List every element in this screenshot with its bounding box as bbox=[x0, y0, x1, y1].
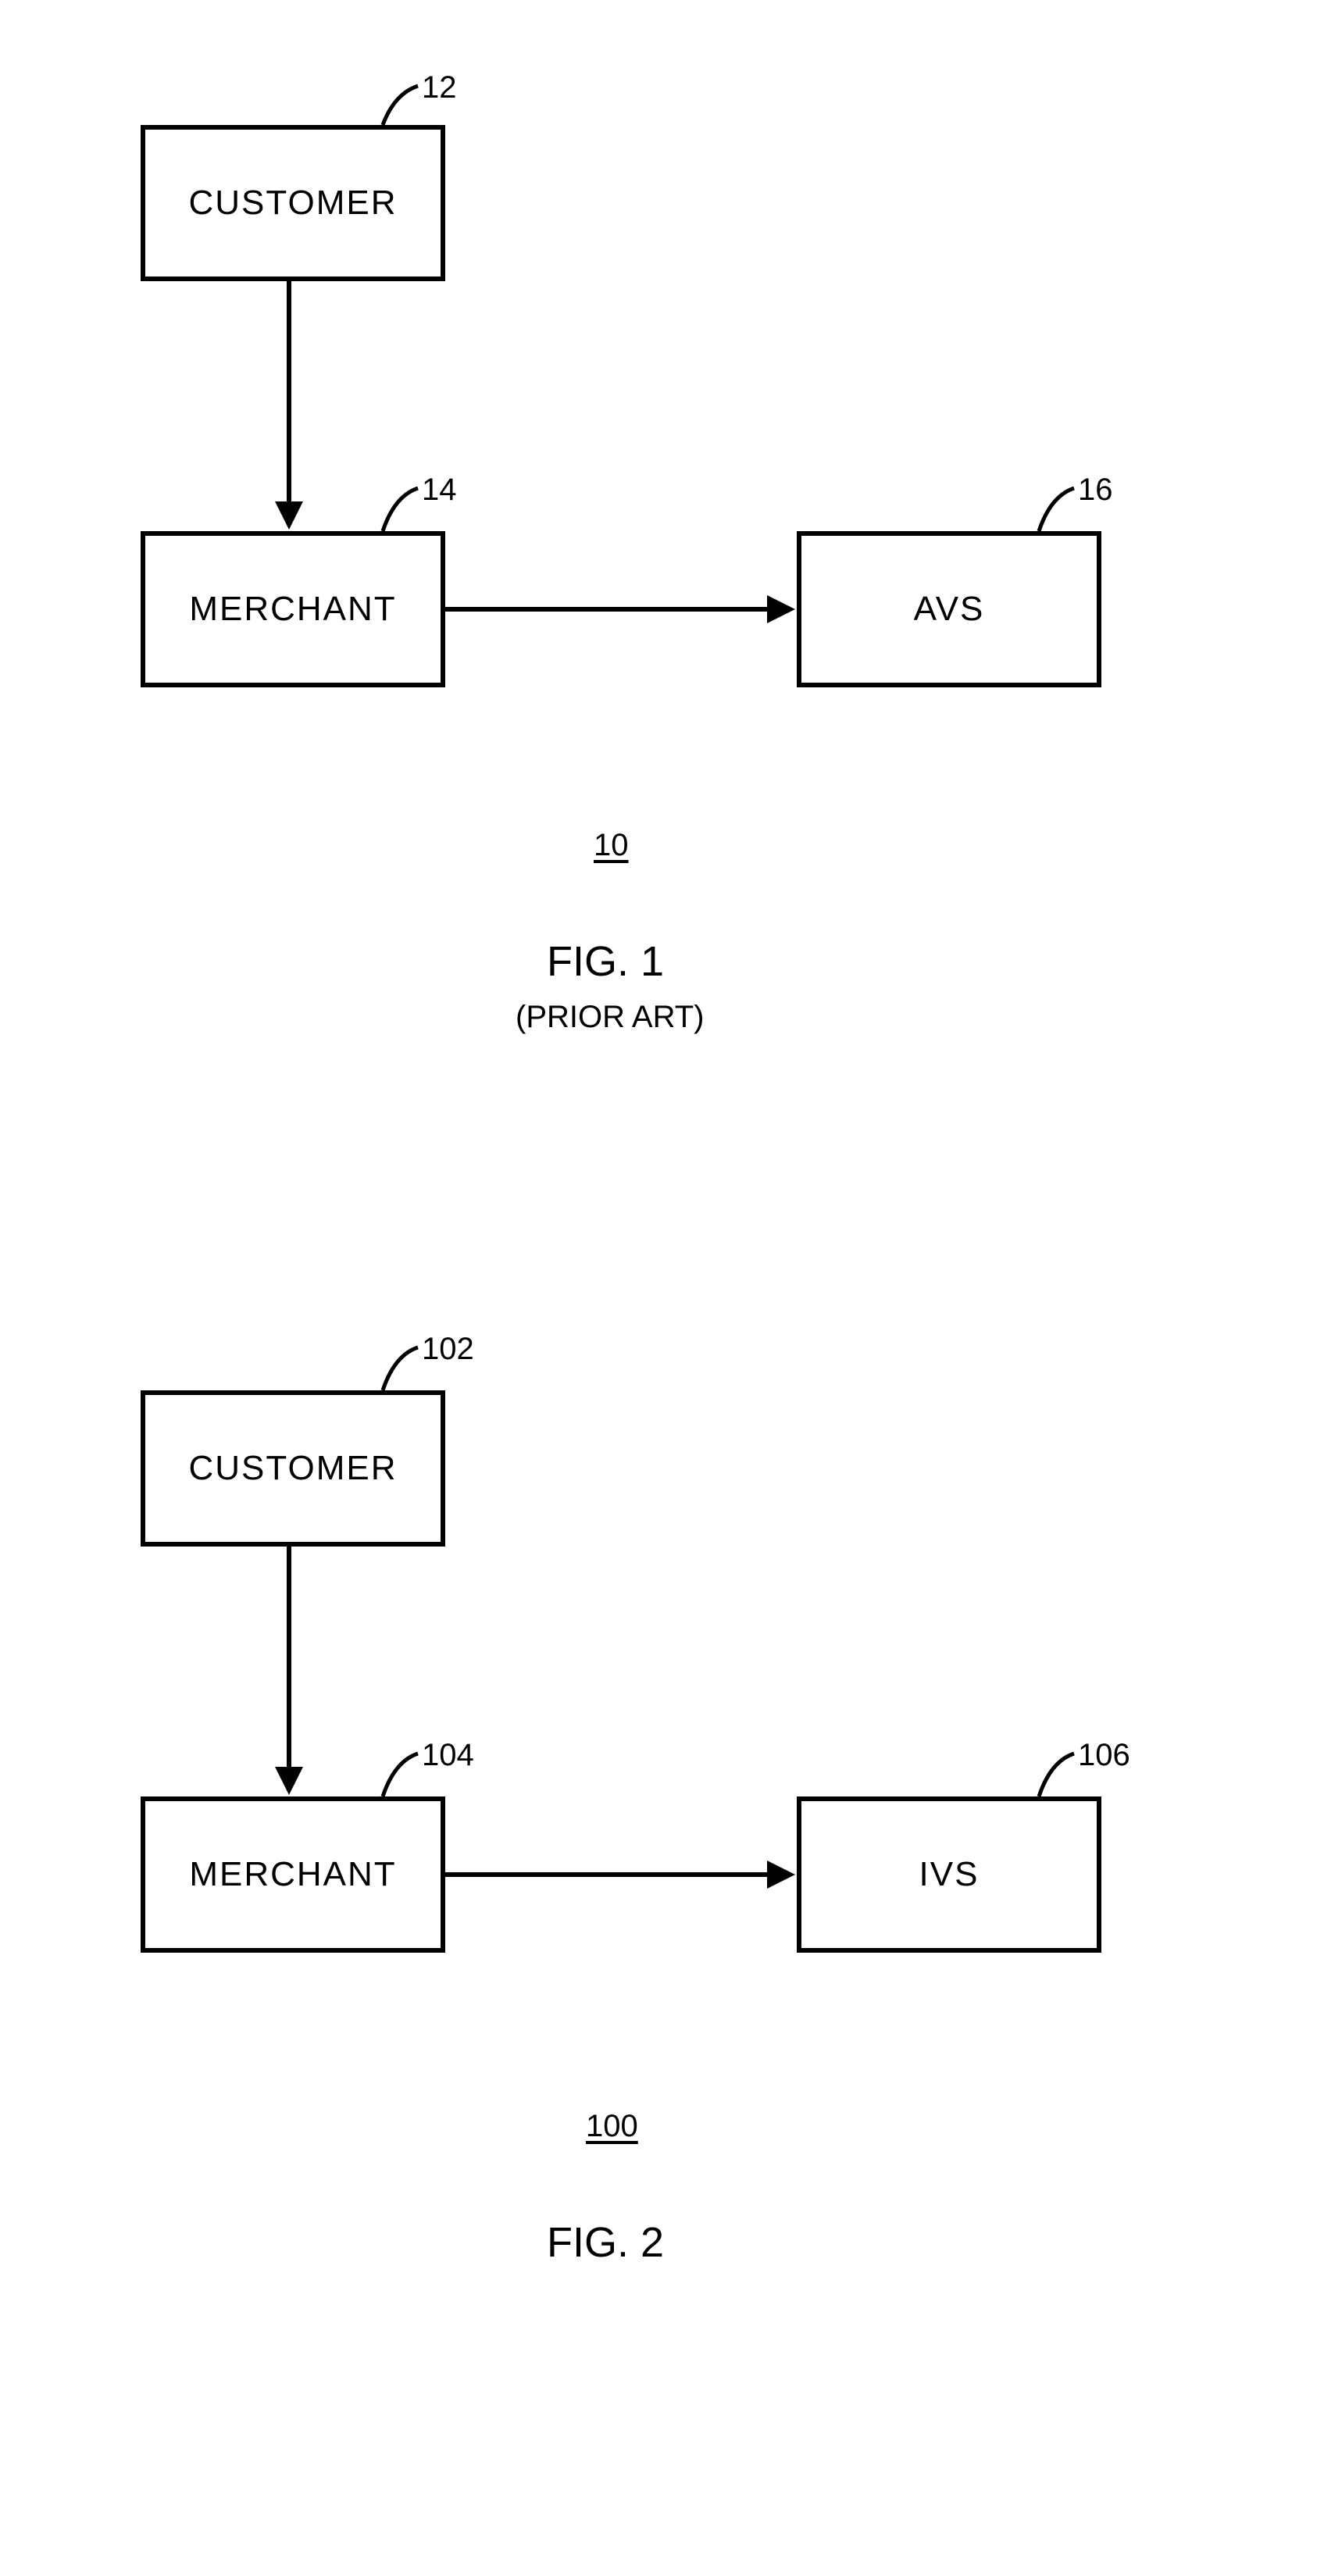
fig2-tick-ivs bbox=[1039, 1754, 1074, 1796]
fig1-label: FIG. 1 bbox=[547, 937, 664, 986]
fig2-tick-customer bbox=[383, 1347, 418, 1390]
fig1-customer-ref: 12 bbox=[422, 70, 457, 105]
fig1-tick-avs bbox=[1039, 488, 1074, 531]
fig1-avs-box: AVS bbox=[797, 531, 1101, 687]
fig2-merchant-box: MERCHANT bbox=[141, 1796, 445, 1953]
fig1-customer-label: CUSTOMER bbox=[189, 184, 398, 223]
fig1-merchant-box: MERCHANT bbox=[141, 531, 445, 687]
fig2-label: FIG. 2 bbox=[547, 2218, 664, 2267]
fig2-ivs-ref: 106 bbox=[1078, 1738, 1130, 1773]
fig1-merchant-ref: 14 bbox=[422, 473, 457, 508]
fig1-avs-label: AVS bbox=[914, 590, 985, 629]
fig2-customer-box: CUSTOMER bbox=[141, 1390, 445, 1547]
fig2-number: 100 bbox=[586, 2109, 638, 2144]
fig2-merchant-label: MERCHANT bbox=[189, 1855, 396, 1894]
fig1-merchant-label: MERCHANT bbox=[189, 590, 396, 629]
fig2-merchant-ref: 104 bbox=[422, 1738, 474, 1773]
fig2-tick-merchant bbox=[383, 1754, 418, 1796]
fig1-sublabel: (PRIOR ART) bbox=[516, 1000, 705, 1035]
fig2-ivs-box: IVS bbox=[797, 1796, 1101, 1953]
fig2-ivs-label: IVS bbox=[919, 1855, 980, 1894]
fig1-customer-box: CUSTOMER bbox=[141, 125, 445, 281]
fig1-number: 10 bbox=[594, 828, 629, 863]
fig1-tick-merchant bbox=[383, 488, 418, 531]
fig1-avs-ref: 16 bbox=[1078, 473, 1113, 508]
fig1-tick-customer bbox=[383, 86, 418, 125]
page: CUSTOMER MERCHANT AVS 12 14 16 10 FIG. 1… bbox=[0, 0, 1324, 2576]
fig2-customer-label: CUSTOMER bbox=[189, 1449, 398, 1488]
fig2-customer-ref: 102 bbox=[422, 1332, 474, 1367]
arrows-overlay bbox=[0, 0, 1324, 2576]
